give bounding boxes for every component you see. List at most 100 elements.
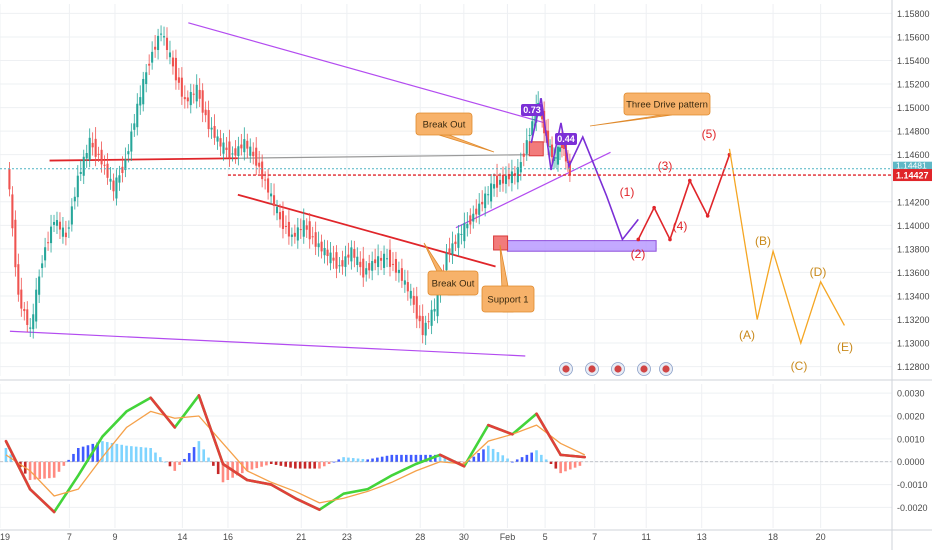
candle-body <box>472 213 475 222</box>
callout-break-out-upper[interactable]: Break Out <box>415 112 495 153</box>
candle-body <box>70 206 73 225</box>
macd-histogram-bar <box>356 458 360 462</box>
candle-body <box>249 146 252 156</box>
x-tick-label: 18 <box>768 532 778 542</box>
price-y-tick-label: 1.14000 <box>897 221 930 231</box>
candle-body <box>353 249 356 258</box>
macd-histogram-bar <box>385 455 389 462</box>
macd-histogram-bar <box>462 461 466 464</box>
ratio-badge-box <box>521 104 543 116</box>
wave-label-orange: (A) <box>739 328 755 342</box>
candle-body <box>350 247 353 262</box>
candle-body <box>174 57 177 81</box>
economic-event-icon[interactable] <box>585 362 599 376</box>
candle-body <box>338 265 341 267</box>
candle-body <box>475 208 478 215</box>
macd-histogram-bar <box>511 461 514 463</box>
economic-event-icon[interactable] <box>659 362 673 376</box>
callout-three-drive[interactable]: Three Drive pattern <box>589 92 711 127</box>
macd-falling-segment <box>4 439 32 491</box>
macd-histogram-bar <box>332 461 336 463</box>
macd-histogram-bar <box>158 457 162 462</box>
macd-histogram-bar <box>187 453 191 462</box>
candle-body <box>109 178 112 182</box>
candle-body <box>326 249 329 257</box>
candle-body <box>454 241 457 245</box>
macd-histogram-bar <box>501 455 505 462</box>
trendline-rising-support[interactable] <box>455 151 611 229</box>
macd-histogram-bar <box>202 449 206 462</box>
trendline-upper-wedge[interactable] <box>188 22 546 124</box>
candle-body <box>115 177 118 199</box>
macd-histogram-bar <box>409 454 413 462</box>
candle-body <box>20 289 23 309</box>
economic-event-icon[interactable] <box>559 362 573 376</box>
macd-histogram-bar <box>438 454 442 462</box>
macd-panel[interactable]: 0.0030 0.0020 0.0010 0.0000 -0.0010 -0.0020 <box>0 384 928 528</box>
candle-body <box>433 308 436 312</box>
candle-body <box>359 261 362 268</box>
candle-body <box>409 290 412 299</box>
macd-histogram-bar <box>313 461 316 469</box>
candle-body <box>531 121 534 136</box>
candle-body <box>498 179 502 185</box>
candle-body <box>216 136 219 142</box>
wave-label-red: (2) <box>631 247 646 261</box>
price-panel[interactable]: 1.12800 1.13000 1.13200 1.13400 1.13600 1.138… <box>0 4 932 376</box>
macd-histogram-bar <box>168 461 172 467</box>
projection-correction-path[interactable] <box>728 148 845 346</box>
candle-body <box>371 261 374 271</box>
macd-histogram-bar <box>289 461 292 468</box>
candle-body <box>516 167 519 183</box>
macd-lines <box>4 394 587 514</box>
wave-label-orange: (D) <box>810 265 827 279</box>
price-y-tick-label: 1.15000 <box>897 103 930 113</box>
price-y-tick-label: 1.13800 <box>897 244 930 254</box>
callout-break-out-lower[interactable]: Break Out <box>423 242 479 296</box>
pattern-drawings[interactable] <box>493 98 845 346</box>
macd-histogram-bar <box>265 461 268 466</box>
event-icons[interactable] <box>559 362 673 376</box>
candle-body <box>551 144 554 158</box>
candle-body <box>130 131 133 152</box>
candle-body <box>397 269 400 274</box>
candle-body <box>308 221 311 240</box>
callouts[interactable]: Three Drive pattern Break Out Break Out Sup… <box>415 92 711 313</box>
price-y-axis: 1.12800 1.13000 1.13200 1.13400 1.13600 1.138… <box>897 9 930 372</box>
candle-body <box>154 46 157 50</box>
economic-event-icon[interactable] <box>611 362 625 376</box>
candle-body <box>481 201 484 205</box>
price-y-tick-label: 1.13000 <box>897 339 930 349</box>
candle-body <box>391 263 395 265</box>
candle-body <box>496 175 499 188</box>
economic-event-icon[interactable] <box>637 362 651 376</box>
macd-series-line <box>5 410 586 504</box>
x-tick-label: Feb <box>500 532 516 542</box>
candle-body <box>136 103 139 128</box>
ratio-badge[interactable]: 0.44 <box>555 133 577 145</box>
projection-impulse-path[interactable] <box>637 154 731 242</box>
candle-body <box>213 126 216 138</box>
ratio-badge[interactable]: 0.73 <box>521 104 543 116</box>
candle-body <box>412 295 415 305</box>
candle-body <box>418 315 421 322</box>
three-drive-path[interactable] <box>530 98 639 242</box>
event-icon-flag <box>614 365 622 373</box>
trendline-lower-wedge[interactable] <box>9 330 526 357</box>
macd-histogram-bar <box>197 441 201 462</box>
break-out-marker[interactable] <box>528 141 544 157</box>
ratio-badge-text: 0.44 <box>557 134 575 144</box>
candle-body <box>383 253 386 268</box>
macd-histogram-bar <box>139 447 143 462</box>
horizontal-level-line[interactable] <box>237 154 532 159</box>
candle-body <box>142 78 145 105</box>
macd-histogram-bar <box>221 461 225 483</box>
callout-support[interactable]: Support 1 <box>481 244 535 313</box>
callout-support-box <box>481 285 535 313</box>
macd-histogram-bar <box>419 454 423 462</box>
macd-histogram-bar <box>173 461 177 471</box>
candle-body <box>29 327 32 329</box>
candle-body <box>374 259 377 264</box>
candle-body <box>522 153 525 157</box>
